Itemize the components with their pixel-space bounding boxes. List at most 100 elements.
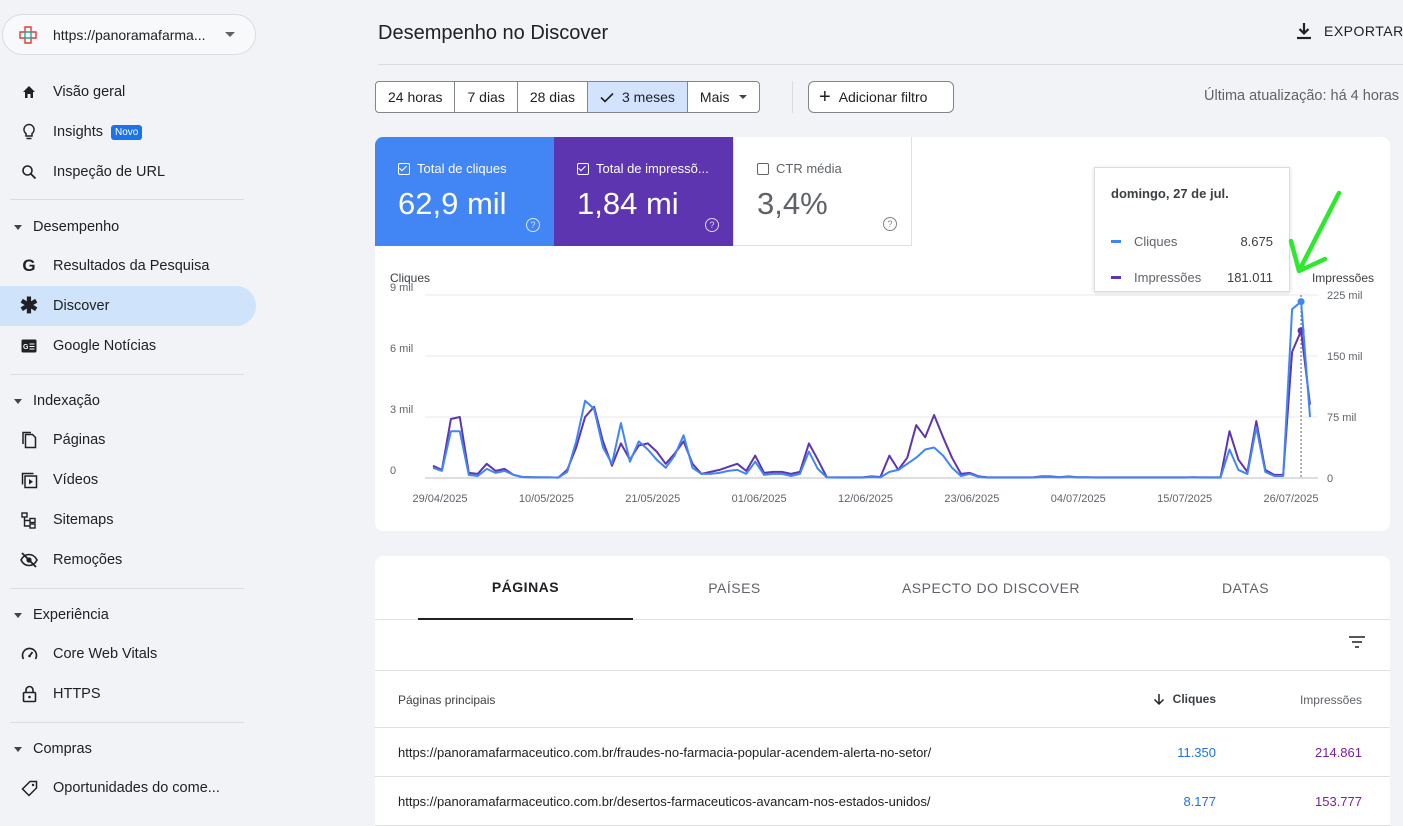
section-shopping[interactable]: Compras [0,729,256,769]
sidebar-divider [10,722,244,723]
left-axis-title: Cliques [390,271,430,285]
home-icon [20,83,38,101]
tab-dates[interactable]: DATAS [1138,556,1353,620]
filter-icon[interactable] [1348,635,1366,649]
tooltip-value: 8.675 [1240,233,1273,249]
section-performance[interactable]: Desempenho [0,207,256,247]
tab-pages[interactable]: PÁGINAS [418,556,633,620]
chart-grid [425,294,1318,479]
section-indexing[interactable]: Indexação [0,381,256,421]
x-tick-label: 21/05/2025 [625,493,680,505]
row-impressions: 153.777 [1315,794,1362,809]
table-row[interactable]: https://panoramafarmaceutico.com.br/frau… [375,728,1390,777]
property-url: https://panoramafarma... [53,26,206,43]
range-28d[interactable]: 28 dias [518,82,588,112]
sidebar-item-label: Visão geral [53,84,126,100]
caret-down-icon [739,95,748,99]
sidebar-item-removals[interactable]: Remoções [0,540,256,580]
sidebar-item-insights[interactable]: Insights Novo [0,112,256,152]
sidebar-item-merchant-opportunities[interactable]: Oportunidades do come... [0,768,256,808]
export-button[interactable]: EXPORTAR [1296,22,1403,40]
eye-off-icon [20,551,38,569]
sidebar-item-core-web-vitals[interactable]: Core Web Vitals [0,634,256,674]
download-icon [1297,23,1311,40]
range-24h[interactable]: 24 horas [376,82,456,112]
metric-label: Total de cliques [417,161,507,176]
sidebar-item-sitemaps[interactable]: Sitemaps [0,500,256,540]
sidebar-item-url-inspection[interactable]: Inspeção de URL [0,152,256,192]
help-icon[interactable]: ? [526,218,540,232]
google-g-icon: G [22,256,36,275]
sidebar-item-search-results[interactable]: G Resultados da Pesquisa [0,246,256,286]
metric-clicks[interactable]: Total de cliques 62,9 mil ? [375,137,554,246]
search-icon [20,163,38,181]
caret-down-icon [14,612,22,618]
chart-tooltip: domingo, 27 de jul. Cliques 8.675 Impres… [1094,167,1290,292]
x-tick-label: 12/06/2025 [838,493,893,505]
tooltip-label: Cliques [1134,233,1178,249]
right-tick-label: 0 [1327,473,1333,485]
sidebar-item-google-news[interactable]: G Google Notícias [0,326,256,366]
help-icon[interactable]: ? [883,217,897,231]
sidebar-item-discover[interactable]: ✱ Discover [0,286,256,326]
range-label: 24 horas [388,89,443,105]
section-experience[interactable]: Experiência [0,595,256,635]
site-favicon-icon [19,25,37,44]
range-label: Mais [699,89,730,105]
plus-icon: + [819,86,831,108]
tooltip-row-clicks: Cliques 8.675 [1111,223,1273,259]
table-toolbar [375,620,1390,671]
metric-impressions[interactable]: Total de impressõ... 1,84 mi ? [554,137,733,246]
chevron-down-icon[interactable] [225,32,235,37]
caret-down-icon [14,224,22,230]
metric-value: 1,84 mi [577,186,679,221]
range-more[interactable]: Mais [688,82,760,112]
sidebar-item-https[interactable]: HTTPS [0,674,256,714]
range-7d[interactable]: 7 dias [455,82,518,112]
sidebar-divider [10,374,244,375]
caret-down-icon [14,398,22,404]
x-tick-label: 15/07/2025 [1157,493,1212,505]
legend-swatch-impressions [1111,275,1121,279]
performance-chart-card: Total de cliques 62,9 mil ? Total de imp… [375,137,1390,531]
table-row[interactable]: https://panoramafarmaceutico.com.br/dese… [375,777,1390,826]
video-icon [20,471,38,489]
metric-ctr[interactable]: CTR média 3,4% ? [733,137,912,246]
tab-discover-appearance[interactable]: ASPECTO DO DISCOVER [875,556,1107,620]
sidebar-item-label: Remoções [53,552,123,568]
range-label: 28 dias [529,89,575,105]
tab-label: PÁGINAS [491,579,560,595]
metric-label: CTR média [776,161,842,176]
property-selector[interactable]: https://panoramafarma... [2,14,256,55]
help-icon[interactable]: ? [705,218,719,232]
row-url: https://panoramafarmaceutico.com.br/dese… [398,794,931,809]
sidebar-item-label: Oportunidades do come... [53,780,220,796]
sidebar-item-label: Core Web Vitals [53,646,158,662]
row-impressions: 214.861 [1315,745,1362,760]
sitemap-icon [20,511,38,529]
performance-chart[interactable]: Cliques Impressões 0 0 3 mil 75 mil 6 mil 150… [375,137,1390,531]
table-tabs: PÁGINAS PAÍSES ASPECTO DO DISCOVER DATAS [375,556,1390,620]
column-header-impressions[interactable]: Impressões [1299,693,1362,707]
metric-value: 3,4% [757,186,828,221]
sidebar-item-videos[interactable]: Vídeos [0,460,256,500]
left-tick-label: 3 mil [390,404,413,416]
speedometer-icon [20,645,38,663]
tab-countries[interactable]: PAÍSES [627,556,842,620]
sidebar-item-pages[interactable]: Páginas [0,420,256,460]
column-header-clicks[interactable]: Cliques [1153,692,1216,706]
right-axis-title: Impressões [1312,271,1374,285]
last-update-text: Última atualização: há 4 horas [1204,88,1400,104]
filter-divider [792,81,793,113]
section-label: Indexação [33,393,100,409]
sidebar-item-overview[interactable]: Visão geral [0,72,256,112]
sidebar-item-label: Discover [53,298,110,314]
left-tick-label: 9 mil [390,282,413,294]
range-3m[interactable]: 3 meses [588,82,688,112]
add-filter-button[interactable]: + Adicionar filtro [808,81,954,113]
section-label: Experiência [33,607,109,623]
page-title: Desempenho no Discover [378,22,609,44]
tag-icon [20,779,38,797]
tooltip-label: Impressões [1134,269,1202,285]
right-tick-label: 225 mil [1327,290,1362,302]
